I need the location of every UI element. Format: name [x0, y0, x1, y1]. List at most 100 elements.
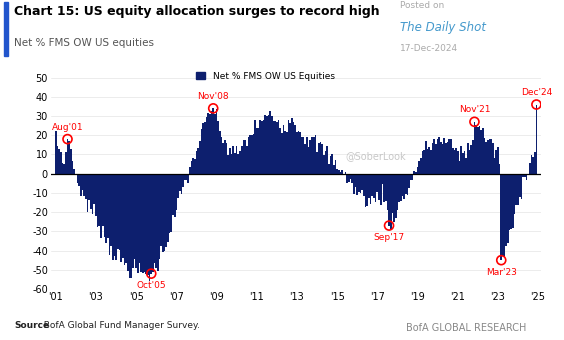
Bar — [294, 125, 296, 174]
Bar — [395, 174, 396, 218]
Bar — [236, 146, 237, 174]
Text: Sep'17: Sep'17 — [373, 233, 404, 242]
Bar — [348, 174, 350, 182]
Bar — [140, 174, 142, 272]
Bar — [393, 174, 395, 222]
Bar — [288, 120, 289, 174]
Bar — [253, 134, 254, 174]
Bar — [313, 137, 315, 174]
Bar — [162, 174, 164, 252]
Bar — [459, 161, 460, 174]
Bar — [104, 174, 105, 237]
Bar — [488, 139, 490, 174]
Bar — [277, 120, 279, 174]
Bar — [125, 174, 127, 263]
Bar — [82, 174, 83, 190]
Bar — [61, 163, 63, 174]
Bar — [112, 174, 113, 260]
Bar — [222, 143, 224, 174]
Bar — [263, 120, 265, 174]
Bar — [370, 174, 372, 204]
Bar — [355, 174, 356, 187]
Bar — [362, 174, 363, 190]
Bar — [447, 142, 448, 174]
Bar — [452, 148, 453, 174]
Bar — [227, 155, 229, 174]
Bar — [407, 174, 408, 196]
Bar — [192, 158, 194, 174]
Bar — [231, 154, 232, 174]
Bar — [531, 155, 532, 174]
Bar — [124, 174, 125, 265]
Bar — [157, 174, 159, 271]
Bar — [408, 174, 410, 188]
Bar — [244, 140, 246, 174]
Bar — [214, 114, 215, 174]
Bar — [196, 151, 197, 174]
Bar — [179, 174, 180, 191]
Bar — [396, 174, 398, 210]
Bar — [413, 171, 415, 174]
Bar — [422, 151, 424, 174]
Bar — [254, 120, 256, 174]
Bar — [232, 146, 234, 174]
Bar — [415, 172, 417, 174]
Bar — [165, 174, 167, 248]
Bar — [460, 147, 462, 174]
Bar — [365, 174, 367, 207]
Bar — [146, 174, 147, 274]
Bar — [499, 164, 500, 174]
Bar — [73, 169, 75, 174]
Bar — [432, 143, 433, 174]
Bar — [298, 131, 299, 174]
Bar — [60, 152, 61, 174]
Bar — [324, 151, 326, 174]
Bar — [375, 174, 377, 202]
Bar — [113, 174, 115, 256]
Bar — [306, 137, 308, 174]
Bar — [78, 174, 80, 186]
Text: Posted on: Posted on — [400, 1, 444, 10]
Bar — [443, 138, 445, 174]
Bar — [433, 139, 435, 174]
Bar — [274, 121, 276, 174]
Bar — [99, 174, 100, 226]
Bar — [512, 174, 514, 227]
Bar — [442, 144, 443, 174]
Bar — [507, 174, 509, 243]
Bar — [532, 157, 534, 174]
Bar — [502, 174, 504, 256]
Bar — [90, 174, 92, 209]
Bar — [72, 161, 73, 174]
Bar — [391, 174, 393, 214]
Bar — [529, 163, 531, 174]
Bar — [515, 174, 517, 205]
Bar — [445, 143, 447, 174]
Bar — [256, 128, 258, 174]
Bar — [495, 150, 497, 174]
Bar — [356, 174, 358, 195]
Bar — [410, 174, 412, 181]
Bar — [448, 139, 450, 174]
Bar — [346, 174, 348, 183]
Bar — [405, 174, 407, 194]
Bar — [427, 149, 429, 174]
Bar — [186, 174, 187, 180]
Bar — [479, 126, 481, 174]
Bar — [522, 174, 524, 176]
Bar — [338, 170, 340, 174]
Bar — [400, 174, 402, 201]
Bar — [151, 174, 152, 274]
Bar — [318, 143, 320, 174]
Bar — [206, 117, 208, 174]
Bar — [139, 174, 140, 262]
Text: Dec'24: Dec'24 — [521, 88, 552, 97]
Bar — [204, 122, 206, 174]
Bar — [127, 174, 129, 271]
Bar — [221, 137, 222, 174]
Bar — [457, 151, 459, 174]
Bar — [208, 114, 209, 174]
Bar — [500, 174, 502, 260]
Bar — [268, 115, 269, 174]
Bar — [92, 174, 94, 214]
